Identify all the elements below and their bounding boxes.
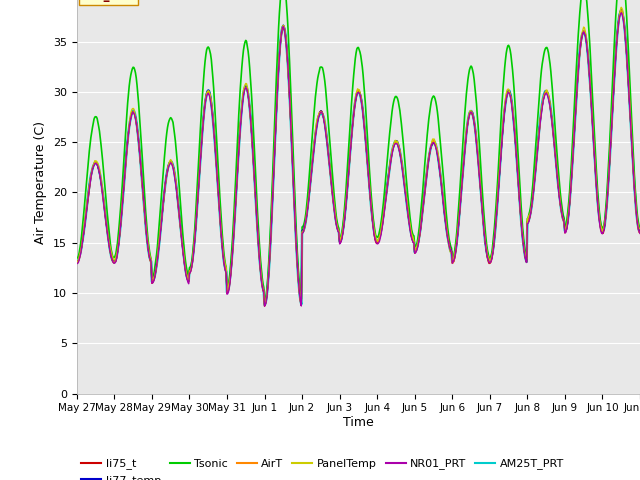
X-axis label: Time: Time bbox=[343, 416, 374, 429]
Legend: li75_t, li77_temp, Tsonic, AirT, PanelTemp, NR01_PRT, AM25T_PRT: li75_t, li77_temp, Tsonic, AirT, PanelTe… bbox=[77, 454, 568, 480]
Text: WP_flux: WP_flux bbox=[83, 0, 135, 1]
Y-axis label: Air Temperature (C): Air Temperature (C) bbox=[35, 121, 47, 244]
